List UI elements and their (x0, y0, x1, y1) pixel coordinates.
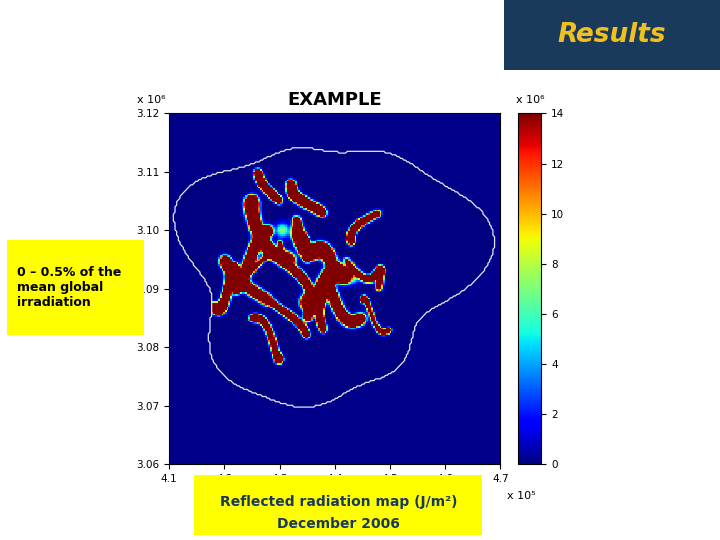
Text: x 10⁵: x 10⁵ (507, 491, 536, 501)
Text: Reflected radiation map (J/m²): Reflected radiation map (J/m²) (220, 495, 457, 509)
Text: 0 – 0.5% of the
mean global
irradiation: 0 – 0.5% of the mean global irradiation (17, 266, 121, 309)
Text: x 10⁶: x 10⁶ (138, 94, 166, 105)
Text: Results: Results (558, 22, 666, 48)
Text: x 10⁶: x 10⁶ (516, 94, 544, 105)
Title: EXAMPLE: EXAMPLE (287, 91, 382, 109)
Text: December 2006: December 2006 (277, 517, 400, 531)
